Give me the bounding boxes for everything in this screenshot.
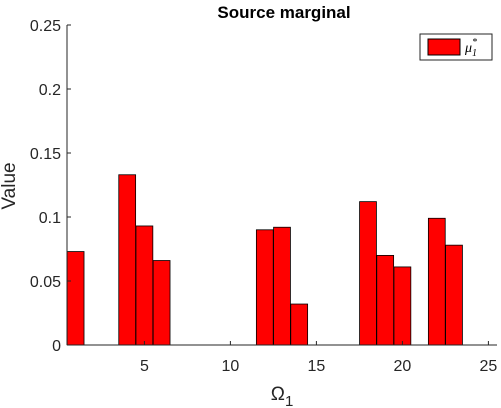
- x-axis-title-subscript: 1: [285, 393, 293, 408]
- bar-20: [393, 266, 412, 346]
- legend-swatch: [427, 38, 461, 56]
- x-tick-label: 15: [308, 358, 326, 375]
- legend-label: μ1*: [464, 37, 477, 59]
- legend-label-main: μ: [464, 41, 472, 56]
- y-tick-label: 0.2: [39, 82, 61, 99]
- chart-title: Source marginal: [217, 3, 350, 22]
- x-axis-title-main: Ω: [271, 384, 285, 405]
- bar-14: [290, 303, 309, 346]
- bar-18: [359, 201, 377, 346]
- bar-4: [118, 174, 137, 346]
- bar-1: [66, 251, 85, 346]
- bar-5: [135, 225, 154, 346]
- bar-22: [427, 217, 446, 346]
- x-axis-title: Ω1: [271, 384, 294, 408]
- bar-12: [255, 229, 274, 346]
- y-tick-label: 0.15: [30, 146, 61, 163]
- x-tick-label: 20: [394, 358, 412, 375]
- bar-6: [152, 260, 171, 346]
- y-tick-label: 0: [52, 338, 61, 355]
- legend-label-superscript: *: [472, 37, 477, 48]
- bar-23: [445, 244, 463, 346]
- legend: μ1*: [419, 33, 493, 61]
- y-axis-title: Value: [0, 162, 20, 209]
- legend-label-subscript: 1: [472, 48, 477, 59]
- plot-area: 0 0.05 0.1 0.15 0.2 0.25 5 10 15 20 25: [30, 18, 498, 375]
- x-tick-label: 25: [480, 358, 498, 375]
- bar-13: [273, 226, 291, 346]
- y-axis-ticks: 0 0.05 0.1 0.15 0.2 0.25: [30, 18, 71, 355]
- x-tick-label: 10: [222, 358, 240, 375]
- y-tick-label: 0.25: [30, 18, 61, 35]
- bar-group: [66, 174, 463, 346]
- y-tick-label: 0.1: [39, 210, 61, 227]
- y-tick-label: 0.05: [30, 274, 61, 291]
- x-tick-label: 5: [140, 358, 149, 375]
- bar-19: [376, 254, 395, 346]
- x-axis-ticks: 5 10 15 20 25: [140, 341, 497, 375]
